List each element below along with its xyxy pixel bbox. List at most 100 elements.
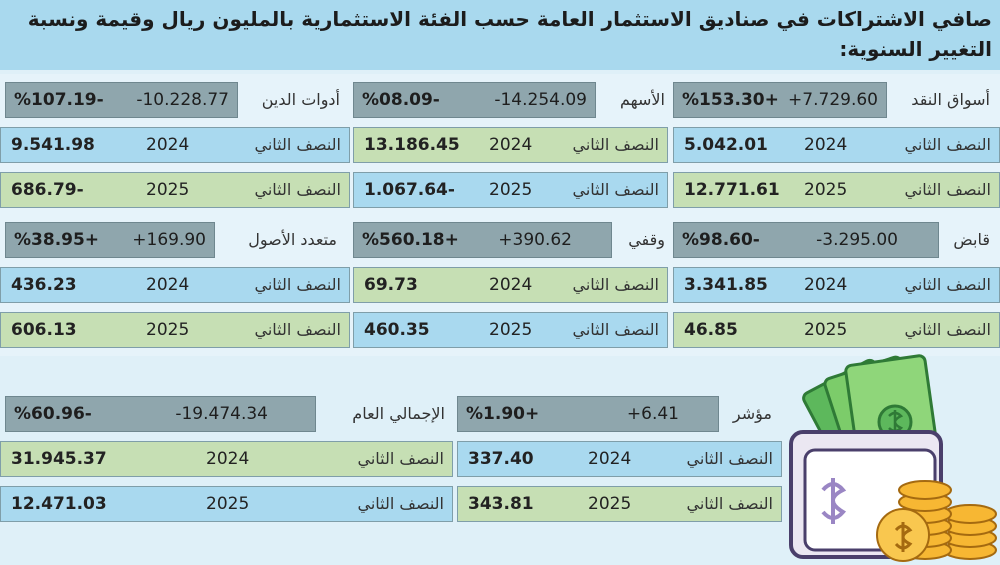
table-row: النصف الثاني 2024 9.541.98	[0, 127, 350, 163]
year: 2025	[489, 320, 533, 340]
category-label: قابض	[953, 230, 990, 249]
category-label: وقفي	[628, 230, 665, 249]
value: 9.541.98	[11, 135, 95, 155]
category-label: الأسهم	[620, 90, 665, 109]
year: 2024	[146, 135, 190, 155]
change-value: +390.62	[498, 230, 572, 250]
change-box: %08.09- -14.254.09	[353, 82, 596, 118]
year: 2024	[489, 135, 533, 155]
category-label: أسواق النقد	[911, 90, 990, 109]
table-row: النصف الثاني 2024 337.40	[457, 441, 782, 477]
table-row: النصف الثاني 2025 460.35	[353, 312, 668, 348]
value: 13.186.45	[364, 135, 460, 155]
period-label: النصف الثاني	[357, 449, 444, 468]
table-row: النصف الثاني 2025 46.85	[673, 312, 1000, 348]
table-row: النصف الثاني 2024 436.23	[0, 267, 350, 303]
wallet-money-illustration	[789, 354, 997, 562]
change-box: %107.19- -10.228.77	[5, 82, 238, 118]
table-row: النصف الثاني 2025 686.79-	[0, 172, 350, 208]
dollar-icon	[821, 478, 847, 524]
fund-group: الإجمالي العام %60.96- -19.474.34 النصف الث…	[0, 396, 1000, 526]
period-label: النصف الثاني	[572, 275, 659, 294]
table-row: النصف الثاني 2025 343.81	[457, 486, 782, 522]
year: 2025	[588, 494, 632, 514]
change-value: +6.41	[626, 404, 679, 424]
value: 69.73	[364, 275, 418, 295]
value: 31.945.37	[11, 449, 107, 469]
period-label: النصف الثاني	[904, 320, 991, 339]
value: 1.067.64-	[364, 180, 455, 200]
change-box: %560.18+ +390.62	[353, 222, 612, 258]
period-label: النصف الثاني	[686, 494, 773, 513]
table-row: النصف الثاني 2025 12.771.61	[673, 172, 1000, 208]
value: 46.85	[684, 320, 738, 340]
fund-group: وقفي %560.18+ +390.62 النصف الثاني 2024 69.73…	[0, 222, 1000, 352]
fund-group: الأسهم %08.09- -14.254.09 النصف الثاني 2024 1…	[0, 82, 1000, 212]
change-percent: %153.30+	[682, 90, 779, 110]
period-label: النصف الثاني	[904, 275, 991, 294]
fund-group: متعدد الأصول %38.95+ +169.90 النصف الثاني 20…	[0, 222, 1000, 352]
value: 12.471.03	[11, 494, 107, 514]
year: 2025	[146, 320, 190, 340]
period-label: النصف الثاني	[254, 320, 341, 339]
table-row: النصف الثاني 2024 5.042.01	[673, 127, 1000, 163]
change-percent: %98.60-	[682, 230, 760, 250]
change-box: %1.90+ +6.41	[457, 396, 719, 432]
year: 2025	[804, 320, 848, 340]
infographic-title: صافي الاشتراكات في صناديق الاستثمار العا…	[0, 0, 1000, 70]
value: 12.771.61	[684, 180, 780, 200]
category-label: متعدد الأصول	[248, 230, 337, 249]
period-label: النصف الثاني	[904, 180, 991, 199]
table-row: النصف الثاني 2024 13.186.45	[353, 127, 668, 163]
fund-group: أدوات الدين %107.19- -10.228.77 النصف الثان…	[0, 82, 1000, 212]
change-value: -14.254.09	[494, 90, 587, 110]
period-label: النصف الثاني	[254, 275, 341, 294]
value: 3.341.85	[684, 275, 768, 295]
value: 5.042.01	[684, 135, 768, 155]
change-percent: %08.09-	[362, 90, 440, 110]
year: 2025	[804, 180, 848, 200]
table-row: النصف الثاني 2025 12.471.03	[0, 486, 453, 522]
table-row: النصف الثاني 2024 69.73	[353, 267, 668, 303]
period-label: النصف الثاني	[254, 180, 341, 199]
year: 2025	[206, 494, 250, 514]
period-label: النصف الثاني	[572, 135, 659, 154]
value: 436.23	[11, 275, 77, 295]
value: 343.81	[468, 494, 534, 514]
change-value: +7.729.60	[788, 90, 878, 110]
value: 460.35	[364, 320, 430, 340]
table-row: النصف الثاني 2025 606.13	[0, 312, 350, 348]
period-label: النصف الثاني	[572, 180, 659, 199]
category-label: مؤشر	[732, 404, 772, 423]
change-percent: %107.19-	[14, 90, 104, 110]
change-percent: %1.90+	[466, 404, 540, 424]
value: 686.79-	[11, 180, 84, 200]
table-row: النصف الثاني 2024 31.945.37	[0, 441, 453, 477]
period-label: النصف الثاني	[686, 449, 773, 468]
change-box: %153.30+ +7.729.60	[673, 82, 887, 118]
year: 2025	[489, 180, 533, 200]
year: 2024	[588, 449, 632, 469]
value: 337.40	[468, 449, 534, 469]
year: 2025	[146, 180, 190, 200]
fund-group: قابض %98.60- -3.295.00 النصف الثاني 2024 3.34…	[0, 222, 1000, 352]
year: 2024	[804, 275, 848, 295]
table-row: النصف الثاني 2025 1.067.64-	[353, 172, 668, 208]
change-value: -19.474.34	[175, 404, 268, 424]
value: 606.13	[11, 320, 77, 340]
period-label: النصف الثاني	[904, 135, 991, 154]
year: 2024	[804, 135, 848, 155]
table-row: النصف الثاني 2024 3.341.85	[673, 267, 1000, 303]
change-percent: %38.95+	[14, 230, 100, 250]
change-value: -3.295.00	[816, 230, 898, 250]
category-label: الإجمالي العام	[352, 404, 445, 423]
year: 2024	[206, 449, 250, 469]
change-box: %98.60- -3.295.00	[673, 222, 939, 258]
change-value: -10.228.77	[136, 90, 229, 110]
year: 2024	[489, 275, 533, 295]
fund-group: أسواق النقد %153.30+ +7.729.60 النصف الثاني…	[0, 82, 1000, 212]
period-label: النصف الثاني	[572, 320, 659, 339]
period-label: النصف الثاني	[357, 494, 444, 513]
category-label: أدوات الدين	[261, 90, 340, 109]
change-percent: %60.96-	[14, 404, 92, 424]
